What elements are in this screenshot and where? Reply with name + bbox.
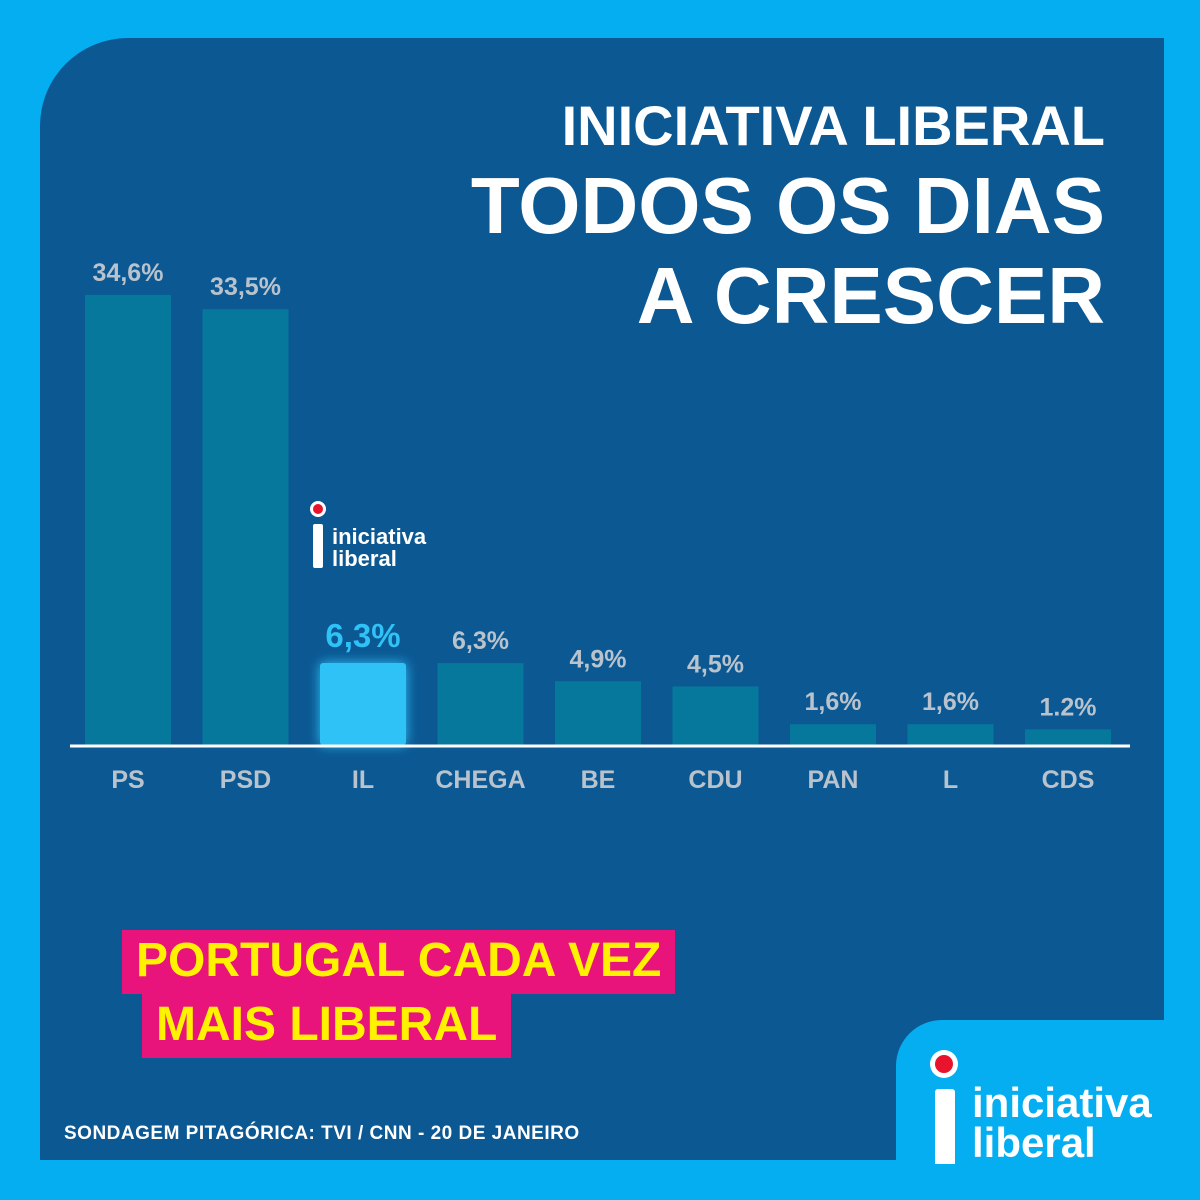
logo-word-2: liberal: [332, 546, 397, 571]
value-label-chega: 6,3%: [452, 627, 509, 655]
brand-logo: iniciativa liberal: [896, 1020, 1200, 1200]
value-label-pan: 1,6%: [805, 688, 862, 716]
chart-il-logo: iniciativa liberal: [310, 498, 480, 578]
category-label-chega: CHEGA: [435, 766, 525, 794]
category-label-be: BE: [581, 766, 616, 794]
category-label-ps: PS: [111, 766, 144, 794]
slogan: PORTUGAL CADA VEZ MAIS LIBERAL: [122, 930, 676, 1058]
category-label-il: IL: [352, 766, 374, 794]
value-label-cds: 1.2%: [1040, 693, 1097, 721]
logo-i-icon: [310, 501, 326, 568]
value-label-psd: 33,5%: [210, 273, 281, 301]
brand-word-1: iniciativa: [972, 1079, 1152, 1126]
logo-word-1: iniciativa: [332, 524, 427, 549]
bar-l: [907, 724, 994, 745]
bar-ps: [85, 294, 171, 745]
value-label-l: 1,6%: [922, 688, 979, 716]
bar-chega: [437, 663, 524, 745]
category-label-cds: CDS: [1042, 766, 1095, 794]
title-line-3: A CRESCER: [636, 251, 1105, 340]
category-label-psd: PSD: [220, 766, 271, 794]
category-label-l: L: [943, 766, 958, 794]
bar-cdu: [672, 686, 759, 745]
value-label-be: 4,9%: [570, 645, 627, 673]
value-label-il: 6,3%: [325, 617, 400, 654]
category-label-pan: PAN: [808, 766, 859, 794]
brand-i-icon: [930, 1050, 958, 1164]
value-label-ps: 34,6%: [93, 259, 164, 287]
brand-word-2: liberal: [972, 1119, 1096, 1166]
title-block: INICIATIVA LIBERAL TODOS OS DIAS A CRESC…: [345, 95, 1105, 341]
slogan-line-2: MAIS LIBERAL: [142, 994, 512, 1058]
category-label-cdu: CDU: [688, 766, 742, 794]
source-note: SONDAGEM PITAGÓRICA: TVI / CNN - 20 DE J…: [64, 1123, 580, 1144]
bar-il: [320, 663, 406, 745]
bar-cds: [1025, 729, 1111, 745]
bar-be: [555, 681, 641, 745]
title-line-2: TODOS OS DIAS: [470, 161, 1105, 250]
slogan-line-1: PORTUGAL CADA VEZ: [122, 930, 676, 994]
value-label-cdu: 4,5%: [687, 650, 744, 678]
bar-psd: [202, 309, 289, 745]
title-line-1: INICIATIVA LIBERAL: [561, 94, 1105, 157]
bar-pan: [790, 724, 876, 745]
